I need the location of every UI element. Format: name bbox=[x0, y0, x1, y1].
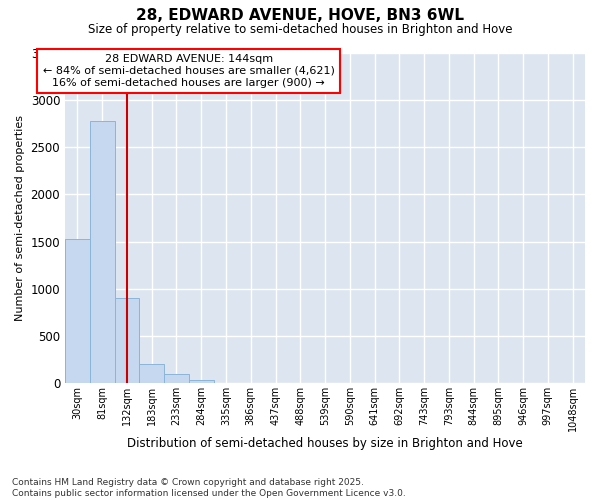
Bar bbox=[65, 239, 90, 384]
Bar bbox=[90, 121, 115, 384]
Text: 28 EDWARD AVENUE: 144sqm
← 84% of semi-detached houses are smaller (4,621)
16% o: 28 EDWARD AVENUE: 144sqm ← 84% of semi-d… bbox=[43, 54, 335, 88]
Bar bbox=[139, 364, 164, 384]
Text: Contains HM Land Registry data © Crown copyright and database right 2025.
Contai: Contains HM Land Registry data © Crown c… bbox=[12, 478, 406, 498]
Bar bbox=[189, 380, 214, 384]
X-axis label: Distribution of semi-detached houses by size in Brighton and Hove: Distribution of semi-detached houses by … bbox=[127, 437, 523, 450]
Text: Size of property relative to semi-detached houses in Brighton and Hove: Size of property relative to semi-detach… bbox=[88, 22, 512, 36]
Bar bbox=[164, 374, 189, 384]
Y-axis label: Number of semi-detached properties: Number of semi-detached properties bbox=[15, 115, 25, 321]
Text: 28, EDWARD AVENUE, HOVE, BN3 6WL: 28, EDWARD AVENUE, HOVE, BN3 6WL bbox=[136, 8, 464, 22]
Bar bbox=[115, 298, 139, 384]
